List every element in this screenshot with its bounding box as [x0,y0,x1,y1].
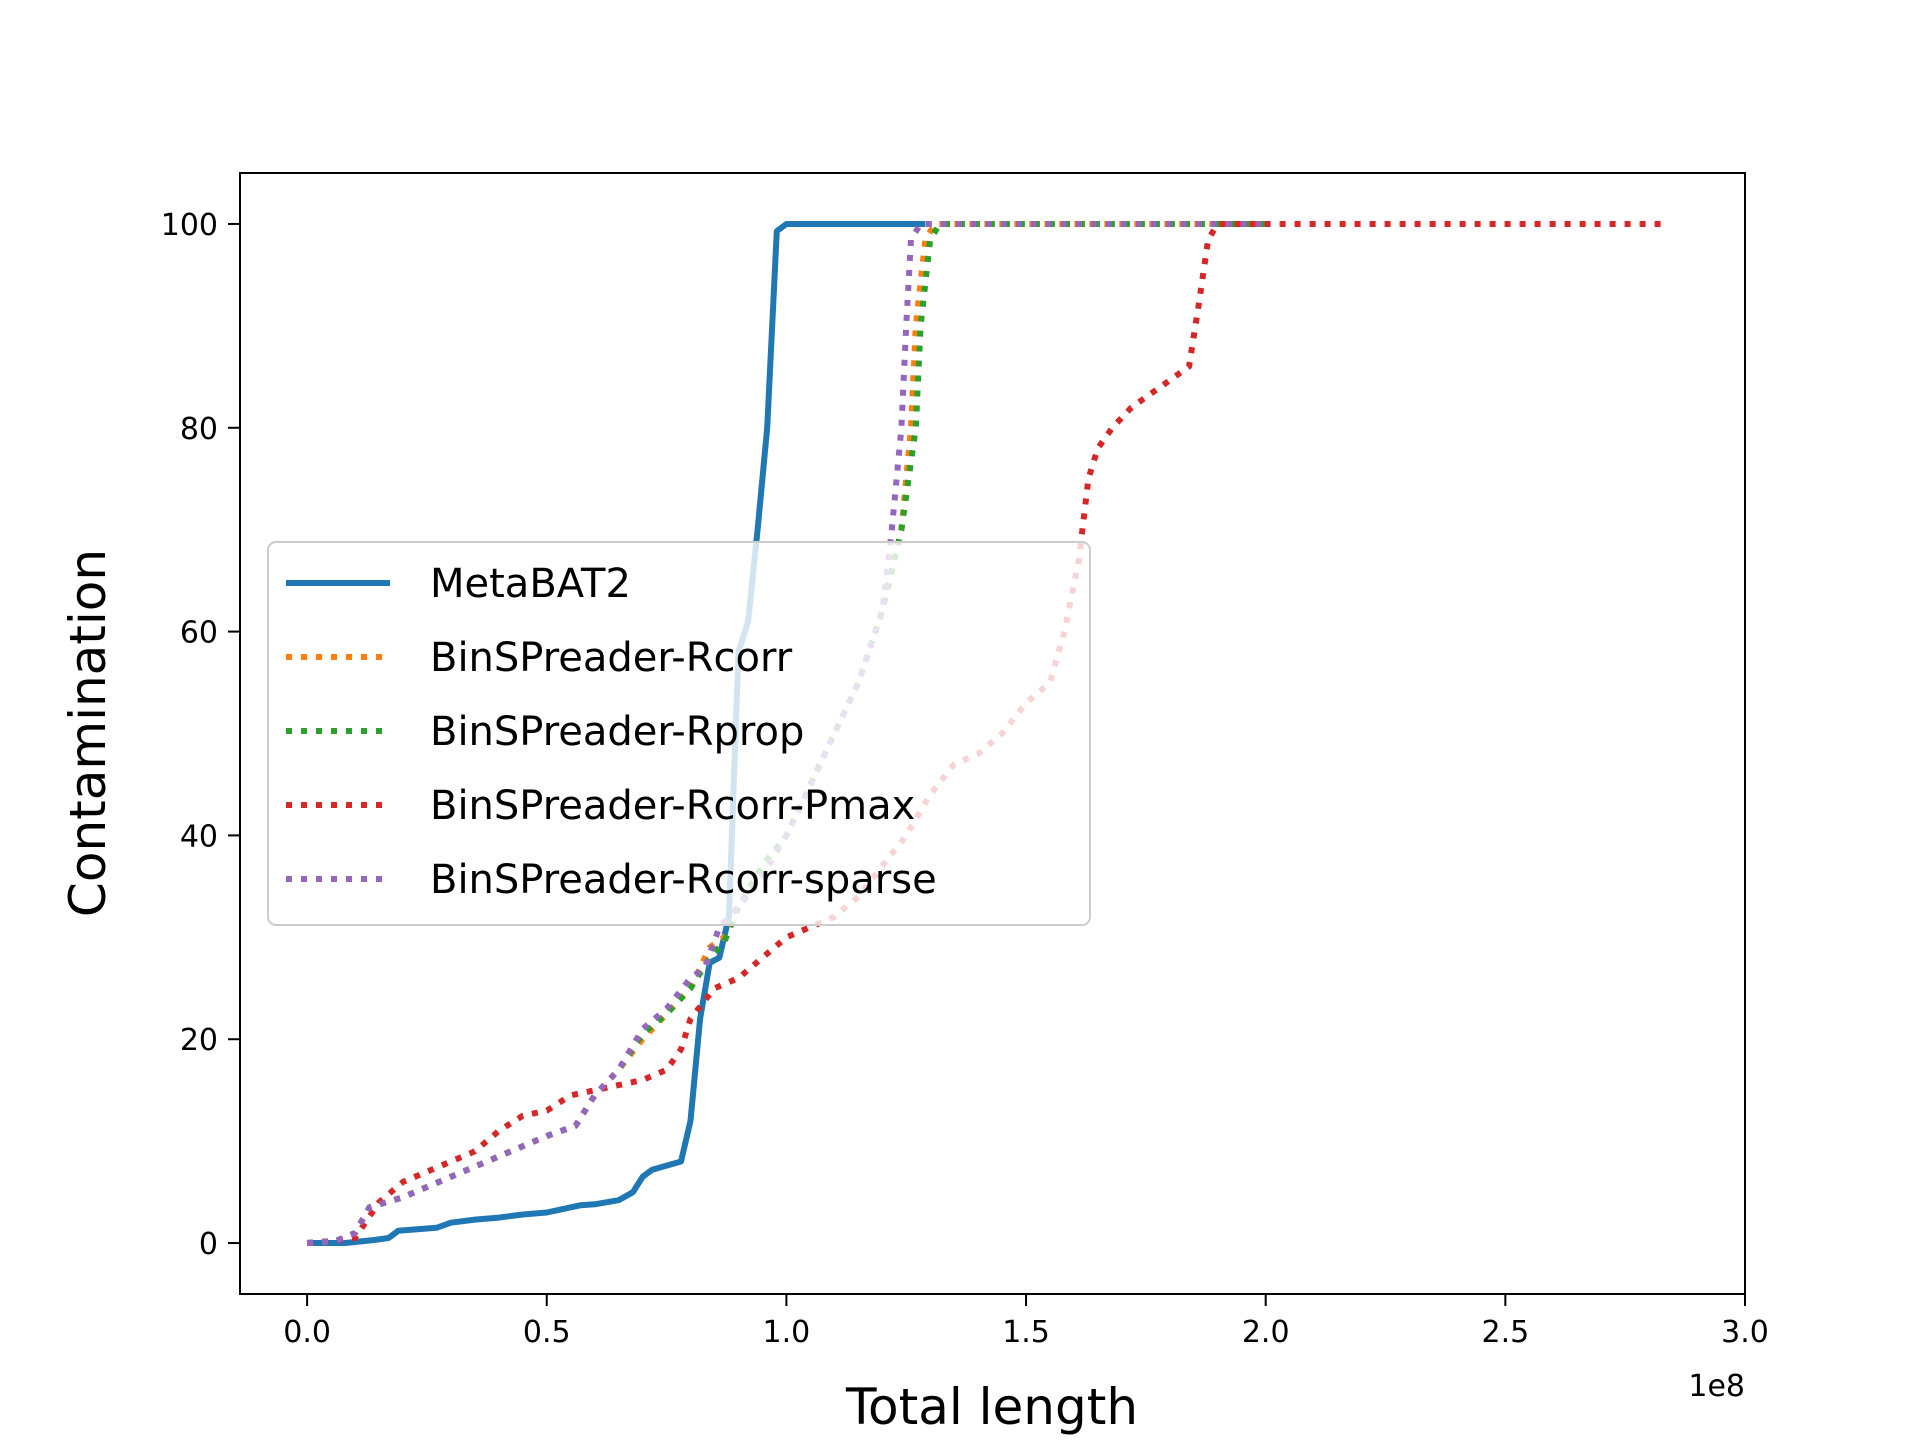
x-offset-label: 1e8 [1688,1369,1745,1404]
y-tick-label: 100 [161,208,218,243]
plot-frame [239,172,1746,1295]
legend-box [267,541,1091,926]
legend-label-2: BinSPreader-Rprop [430,709,804,755]
y-tick-label: 40 [180,819,218,854]
y-tick-label: 20 [180,1023,218,1058]
x-axis-label: Total length [845,1378,1138,1436]
legend: MetaBAT2 BinSPreader-Rcorr BinSPreader-Rpr… [267,541,1091,926]
x-tick-label: 1.5 [1002,1315,1050,1350]
legend-label-4: BinSPreader-Rcorr-sparse [430,857,937,903]
y-axis-label: Contamination [59,549,117,917]
x-tick-label: 1.0 [763,1315,811,1350]
series-line-4 [306,221,1266,1246]
y-tick-label: 80 [180,412,218,447]
x-tick-label: 2.0 [1242,1315,1290,1350]
y-tick-label: 60 [180,616,218,651]
x-tick-label: 0.5 [523,1315,571,1350]
legend-label-1: BinSPreader-Rcorr [430,635,793,681]
series-line-0 [307,221,926,1246]
legend-label-0: MetaBAT2 [430,561,631,607]
x-tick-label: 3.0 [1721,1315,1769,1350]
y-tick-label: 0 [199,1227,218,1262]
x-axis: 0.0 0.5 1.0 1.5 2.0 2.5 3.0 [283,1294,1769,1350]
x-tick-label: 2.5 [1481,1315,1529,1350]
y-axis: 0 20 40 60 80 100 [161,208,240,1262]
legend-label-3: BinSPreader-Rcorr-Pmax [430,783,915,829]
x-tick-label: 0.0 [283,1315,331,1350]
